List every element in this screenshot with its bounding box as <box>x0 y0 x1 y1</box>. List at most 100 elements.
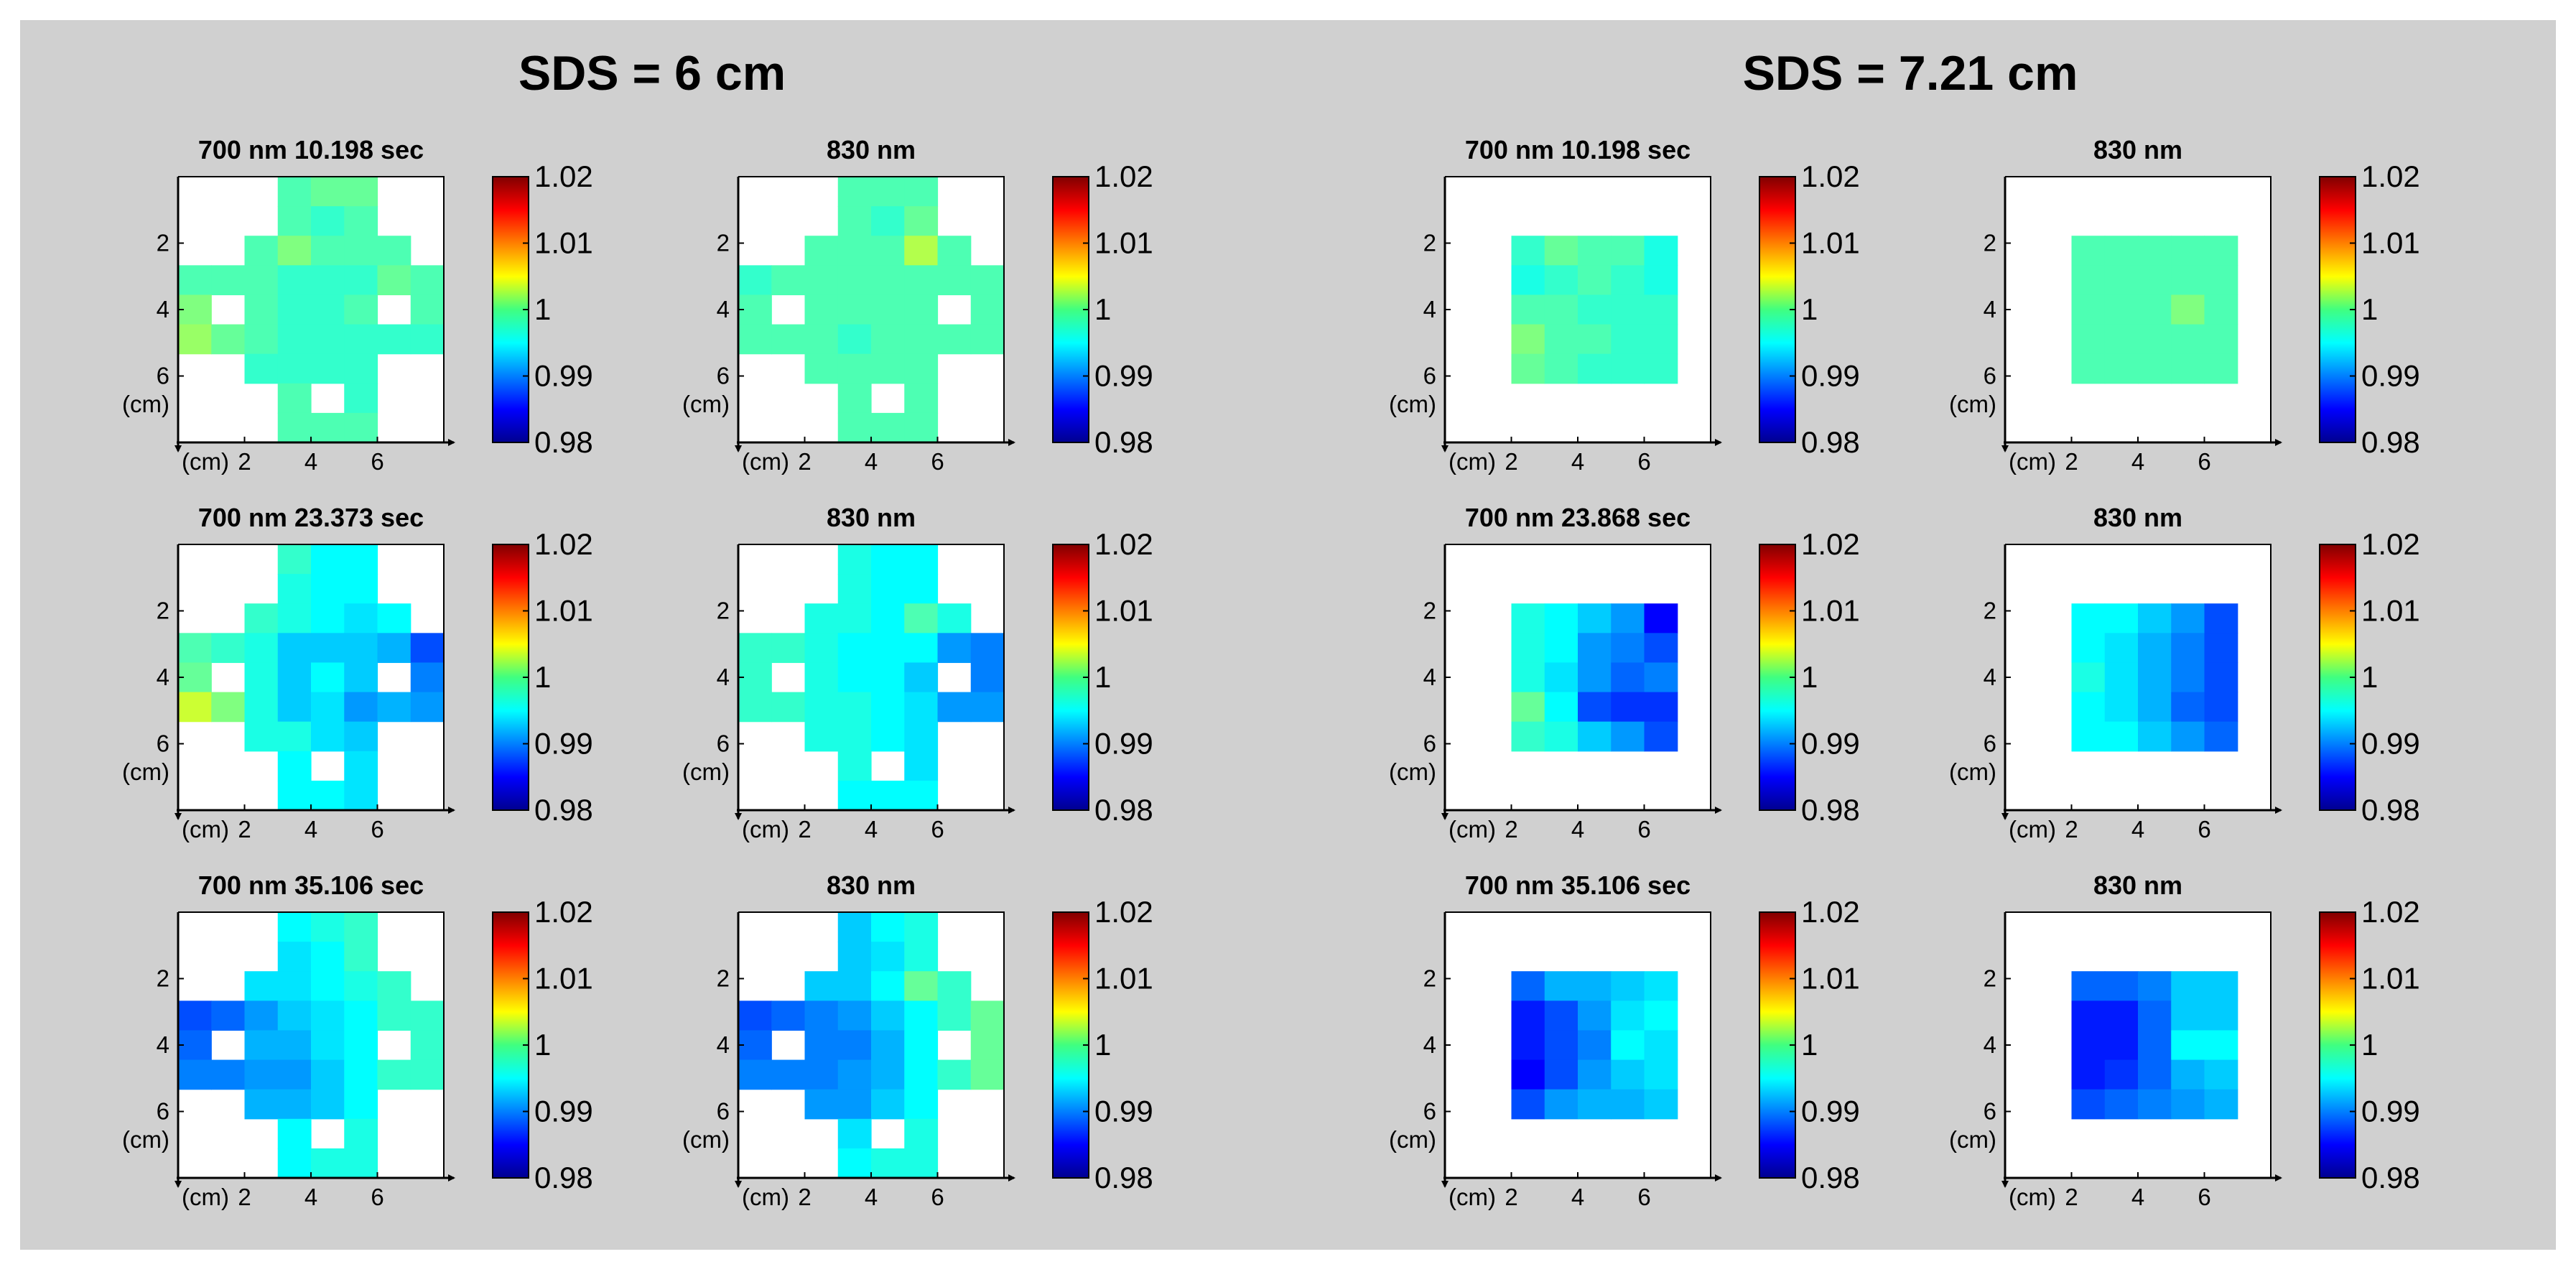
heatmap-cell <box>1511 236 1545 266</box>
heatmap-cell <box>2138 1089 2172 1120</box>
colorbar-tick-label: 0.99 <box>534 727 593 761</box>
heatmap-cell <box>1544 721 1578 752</box>
heatmap-cell <box>277 603 312 633</box>
y-tick-label: 2 <box>1984 598 1996 624</box>
y-tick-label: 6 <box>717 1098 730 1125</box>
heatmap-cell <box>311 265 345 296</box>
heatmap-cell <box>277 1001 312 1031</box>
heatmap-cell <box>1511 603 1545 633</box>
heatmap-cell <box>804 265 839 296</box>
x-tick-label: 4 <box>865 816 878 842</box>
colorbar-tick-label: 1.01 <box>2361 226 2420 260</box>
heatmap-cell <box>804 324 839 355</box>
x-tick-label: 2 <box>238 1184 251 1210</box>
heatmap-cell <box>904 1089 939 1120</box>
heatmap-cell <box>804 1030 839 1061</box>
heatmap-cell <box>2204 662 2238 693</box>
x-tick-label: 2 <box>1505 816 1517 842</box>
y-tick-label: 6 <box>1984 730 1996 757</box>
heatmap-cell <box>771 633 806 664</box>
heatmap-cell <box>277 692 312 723</box>
y-tick-label: 6 <box>157 1098 169 1125</box>
panel-title: 830 nm <box>827 135 916 164</box>
y-tick-label: 2 <box>717 965 730 992</box>
heatmap-cell <box>837 692 872 723</box>
heatmap-cell <box>311 353 345 384</box>
heatmap-cell <box>837 721 872 752</box>
heatmap-cell <box>1644 692 1678 723</box>
heatmap-cell <box>2138 971 2172 1001</box>
x-unit-label: (cm) <box>182 816 229 842</box>
colorbar-tick-label: 1.02 <box>2361 159 2420 193</box>
heatmap-cell <box>1611 1030 1645 1061</box>
heatmap-cell <box>277 383 312 414</box>
heatmap-cell <box>2204 265 2238 296</box>
heatmap-cell <box>1544 633 1578 664</box>
heatmap-cell <box>871 662 905 693</box>
heatmap-cell <box>1611 1059 1645 1090</box>
heatmap-cell <box>2138 1030 2172 1061</box>
heatmap-cell <box>2171 692 2205 723</box>
heatmap-cell <box>344 721 378 752</box>
heatmap-cell <box>277 1118 312 1149</box>
heatmap-cell <box>2138 1059 2172 1090</box>
panel-title: 830 nm <box>2093 135 2182 164</box>
colorbar-tick-label: 1.01 <box>2361 594 2420 628</box>
heatmap-cell <box>1611 1001 1645 1031</box>
x-unit-label: (cm) <box>1449 448 1496 475</box>
colorbar-tick-label: 1 <box>534 660 551 694</box>
heatmap-cell <box>277 780 312 811</box>
heatmap-cell <box>344 633 378 664</box>
heatmap-cell <box>1578 1059 1612 1090</box>
heatmap-cell <box>244 236 279 266</box>
colorbar-tick-label: 0.99 <box>1094 1095 1153 1128</box>
y-tick-label: 6 <box>1984 1098 1996 1125</box>
heatmap-cell <box>871 206 905 236</box>
heatmap-cell <box>2171 1030 2205 1061</box>
heatmap-cell <box>837 971 872 1001</box>
heatmap-cell <box>738 265 772 296</box>
heatmap-cell <box>377 265 411 296</box>
heatmap-cell <box>1611 324 1645 355</box>
heatmap-cell <box>837 1001 872 1031</box>
heatmap-cell <box>277 1059 312 1090</box>
heatmap-cell <box>871 1089 905 1120</box>
x-tick-label: 6 <box>371 1184 383 1210</box>
panel-title: 700 nm 23.373 sec <box>198 503 424 532</box>
y-tick-label: 4 <box>1423 296 1436 322</box>
colorbar-tick-label: 1.02 <box>534 895 593 929</box>
heatmap-cell <box>311 236 345 266</box>
heatmap-cell <box>178 633 212 664</box>
heatmap-cell <box>904 971 939 1001</box>
heatmap-cell <box>377 1059 411 1090</box>
colorbar-tick-label: 0.98 <box>534 793 593 827</box>
heatmap-cell <box>871 721 905 752</box>
heatmap-cell <box>344 1089 378 1120</box>
x-tick-label: 2 <box>238 448 251 475</box>
heatmap-cell <box>1578 236 1612 266</box>
heatmap-cell <box>2204 721 2238 752</box>
heatmap-cell <box>871 633 905 664</box>
colorbar-tick-label: 1.02 <box>1094 159 1153 193</box>
heatmap-cell <box>904 662 939 693</box>
heatmap-cell <box>2104 1089 2139 1120</box>
heatmap-cell <box>410 633 445 664</box>
heatmap-cell <box>2138 662 2172 693</box>
heatmap-cell <box>837 1059 872 1090</box>
heatmap-cell <box>1578 324 1612 355</box>
heatmap-cell <box>344 751 378 781</box>
panel-title: 700 nm 35.106 sec <box>198 871 424 900</box>
panel-title: 700 nm 10.198 sec <box>1465 135 1691 164</box>
heatmap-cell <box>410 1001 445 1031</box>
heatmap-cell <box>2171 662 2205 693</box>
heatmap-cell <box>211 633 246 664</box>
colorbar-tick-label: 1 <box>1094 660 1111 694</box>
colorbar-tick-label: 1 <box>1094 292 1111 326</box>
heatmap-cell <box>937 1001 972 1031</box>
heatmap-cell <box>311 603 345 633</box>
heatmap-cell <box>937 236 972 266</box>
plot-frame <box>738 911 1005 1178</box>
y-tick-label: 4 <box>1423 664 1436 690</box>
